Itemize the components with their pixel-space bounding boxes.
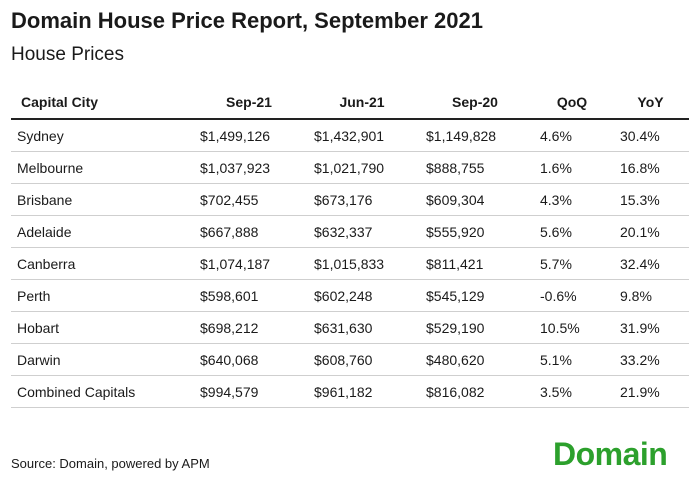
table-row: Perth $598,601 $602,248 $545,129 -0.6% 9.8% [11,279,689,312]
table-row: Sydney $1,499,126 $1,432,901 $1,149,828 4.6%… [11,119,689,152]
column-header-qoq: QoQ [532,86,612,120]
cell-yoy: 30.4% [612,119,689,152]
cell-jun-21: $602,248 [306,279,418,312]
table-row: Darwin $640,068 $608,760 $480,620 5.1% 33.2% [11,343,689,376]
cell-sep-21: $698,212 [192,311,306,344]
column-header-yoy: YoY [612,86,689,120]
cell-sep-20: $816,082 [418,375,532,408]
cell-sep-21: $994,579 [192,375,306,408]
cell-jun-21: $608,760 [306,343,418,376]
cell-sep-20: $555,920 [418,215,532,248]
cell-jun-21: $632,337 [306,215,418,248]
cell-jun-21: $1,015,833 [306,247,418,280]
cell-yoy: 32.4% [612,247,689,280]
cell-sep-20: $609,304 [418,183,532,216]
cell-sep-21: $702,455 [192,183,306,216]
table-row: Combined Capitals $994,579 $961,182 $816,08… [11,375,689,408]
cell-yoy: 20.1% [612,215,689,248]
cell-sep-20: $529,190 [418,311,532,344]
cell-qoq: 5.1% [532,343,612,376]
cell-yoy: 16.8% [612,151,689,184]
cell-jun-21: $1,021,790 [306,151,418,184]
cell-capital-city: Hobart [11,311,192,344]
cell-capital-city: Melbourne [11,151,192,184]
table-row: Adelaide $667,888 $632,337 $555,920 5.6% 20.1… [11,215,689,248]
column-header-sep-21: Sep-21 [192,86,306,120]
column-header-sep-20: Sep-20 [418,86,532,120]
cell-yoy: 31.9% [612,311,689,344]
cell-sep-20: $888,755 [418,151,532,184]
column-header-jun-21: Jun-21 [306,86,418,120]
cell-capital-city: Brisbane [11,183,192,216]
cell-sep-21: $640,068 [192,343,306,376]
cell-yoy: 33.2% [612,343,689,376]
cell-jun-21: $1,432,901 [306,119,418,152]
cell-sep-20: $1,149,828 [418,119,532,152]
report-subtitle: House Prices [11,44,124,65]
source-note: Source: Domain, powered by APM [11,456,210,471]
table-row: Hobart $698,212 $631,630 $529,190 10.5% 31.9% [11,311,689,344]
cell-capital-city: Sydney [11,119,192,152]
cell-yoy: 15.3% [612,183,689,216]
cell-qoq: 5.6% [532,215,612,248]
cell-capital-city: Darwin [11,343,192,376]
cell-jun-21: $673,176 [306,183,418,216]
cell-sep-20: $480,620 [418,343,532,376]
table-row: Melbourne $1,037,923 $1,021,790 $888,755 1.6… [11,151,689,184]
cell-yoy: 21.9% [612,375,689,408]
report-title: Domain House Price Report, September 202… [11,8,483,33]
cell-qoq: 10.5% [532,311,612,344]
house-price-table: Capital City Sep-21 Jun-21 Sep-20 QoQ Yo… [11,86,689,408]
cell-capital-city: Combined Capitals [11,375,192,408]
table-header-row: Capital City Sep-21 Jun-21 Sep-20 QoQ Yo… [11,86,689,120]
cell-capital-city: Adelaide [11,215,192,248]
cell-sep-21: $1,499,126 [192,119,306,152]
cell-sep-21: $1,037,923 [192,151,306,184]
cell-qoq: 1.6% [532,151,612,184]
cell-sep-21: $598,601 [192,279,306,312]
domain-logo: Domain [553,436,668,472]
cell-qoq: 3.5% [532,375,612,408]
cell-qoq: -0.6% [532,279,612,312]
cell-capital-city: Perth [11,279,192,312]
table-row: Brisbane $702,455 $673,176 $609,304 4.3% 15.3… [11,183,689,216]
cell-sep-20: $811,421 [418,247,532,280]
cell-qoq: 4.6% [532,119,612,152]
cell-sep-20: $545,129 [418,279,532,312]
cell-jun-21: $961,182 [306,375,418,408]
column-header-capital-city: Capital City [11,86,192,120]
cell-jun-21: $631,630 [306,311,418,344]
cell-qoq: 4.3% [532,183,612,216]
cell-sep-21: $667,888 [192,215,306,248]
cell-capital-city: Canberra [11,247,192,280]
table-row: Canberra $1,074,187 $1,015,833 $811,421 5.7%… [11,247,689,280]
cell-qoq: 5.7% [532,247,612,280]
cell-sep-21: $1,074,187 [192,247,306,280]
cell-yoy: 9.8% [612,279,689,312]
table-body: Sydney $1,499,126 $1,432,901 $1,149,828 4.6%… [11,119,689,408]
